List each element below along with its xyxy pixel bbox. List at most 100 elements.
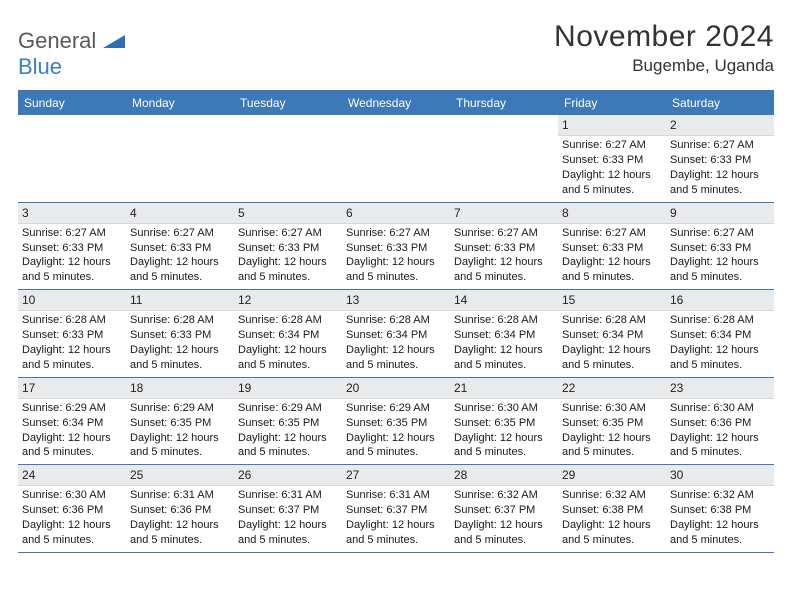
sunset-text: Sunset: 6:36 PM — [670, 416, 770, 431]
daylight-text: and 5 minutes. — [238, 533, 338, 548]
day-number: 8 — [558, 203, 666, 224]
day-body: Sunrise: 6:28 AMSunset: 6:33 PMDaylight:… — [126, 311, 234, 376]
day-number: 30 — [666, 465, 774, 486]
day-cell: 3Sunrise: 6:27 AMSunset: 6:33 PMDaylight… — [18, 203, 126, 290]
page-subtitle: Bugembe, Uganda — [554, 56, 774, 76]
sunrise-text: Sunrise: 6:28 AM — [562, 313, 662, 328]
day-body: Sunrise: 6:29 AMSunset: 6:35 PMDaylight:… — [234, 399, 342, 464]
day-cell: 8Sunrise: 6:27 AMSunset: 6:33 PMDaylight… — [558, 203, 666, 290]
sunset-text: Sunset: 6:33 PM — [238, 241, 338, 256]
daylight-text: and 5 minutes. — [562, 358, 662, 373]
day-cell: 5Sunrise: 6:27 AMSunset: 6:33 PMDaylight… — [234, 203, 342, 290]
daylight-text: and 5 minutes. — [346, 358, 446, 373]
day-number: 18 — [126, 378, 234, 399]
weekday-header: Sunday — [18, 92, 126, 115]
week-row: 17Sunrise: 6:29 AMSunset: 6:34 PMDayligh… — [18, 378, 774, 466]
day-cell: 7Sunrise: 6:27 AMSunset: 6:33 PMDaylight… — [450, 203, 558, 290]
daylight-text: Daylight: 12 hours — [562, 343, 662, 358]
day-body: Sunrise: 6:31 AMSunset: 6:36 PMDaylight:… — [126, 486, 234, 551]
day-body: Sunrise: 6:29 AMSunset: 6:35 PMDaylight:… — [342, 399, 450, 464]
sunrise-text: Sunrise: 6:27 AM — [454, 226, 554, 241]
daylight-text: Daylight: 12 hours — [454, 518, 554, 533]
sunset-text: Sunset: 6:36 PM — [130, 503, 230, 518]
day-body: Sunrise: 6:29 AMSunset: 6:35 PMDaylight:… — [126, 399, 234, 464]
daylight-text: and 5 minutes. — [22, 358, 122, 373]
day-cell: 6Sunrise: 6:27 AMSunset: 6:33 PMDaylight… — [342, 203, 450, 290]
sunset-text: Sunset: 6:33 PM — [562, 241, 662, 256]
daylight-text: Daylight: 12 hours — [130, 431, 230, 446]
daylight-text: Daylight: 12 hours — [562, 168, 662, 183]
sunset-text: Sunset: 6:34 PM — [238, 328, 338, 343]
day-body: Sunrise: 6:28 AMSunset: 6:33 PMDaylight:… — [18, 311, 126, 376]
sunrise-text: Sunrise: 6:32 AM — [562, 488, 662, 503]
daylight-text: and 5 minutes. — [670, 270, 770, 285]
day-number: 1 — [558, 115, 666, 136]
day-cell: 13Sunrise: 6:28 AMSunset: 6:34 PMDayligh… — [342, 290, 450, 377]
sunset-text: Sunset: 6:33 PM — [22, 328, 122, 343]
day-number: 14 — [450, 290, 558, 311]
sunrise-text: Sunrise: 6:27 AM — [670, 226, 770, 241]
daylight-text: and 5 minutes. — [22, 445, 122, 460]
page-title: November 2024 — [554, 20, 774, 54]
weekday-header: Wednesday — [342, 92, 450, 115]
day-body: Sunrise: 6:31 AMSunset: 6:37 PMDaylight:… — [342, 486, 450, 551]
sunrise-text: Sunrise: 6:31 AM — [130, 488, 230, 503]
sunset-text: Sunset: 6:38 PM — [670, 503, 770, 518]
day-cell: 19Sunrise: 6:29 AMSunset: 6:35 PMDayligh… — [234, 378, 342, 465]
daylight-text: Daylight: 12 hours — [22, 343, 122, 358]
day-number — [234, 115, 342, 135]
sunset-text: Sunset: 6:35 PM — [454, 416, 554, 431]
sunset-text: Sunset: 6:35 PM — [562, 416, 662, 431]
day-number: 24 — [18, 465, 126, 486]
daylight-text: Daylight: 12 hours — [454, 431, 554, 446]
day-number: 19 — [234, 378, 342, 399]
sunrise-text: Sunrise: 6:27 AM — [130, 226, 230, 241]
daylight-text: Daylight: 12 hours — [454, 343, 554, 358]
day-number — [342, 115, 450, 135]
day-number: 23 — [666, 378, 774, 399]
day-body: Sunrise: 6:27 AMSunset: 6:33 PMDaylight:… — [342, 224, 450, 289]
sunset-text: Sunset: 6:34 PM — [670, 328, 770, 343]
day-cell: 10Sunrise: 6:28 AMSunset: 6:33 PMDayligh… — [18, 290, 126, 377]
day-number: 28 — [450, 465, 558, 486]
day-cell: 25Sunrise: 6:31 AMSunset: 6:36 PMDayligh… — [126, 465, 234, 552]
sunset-text: Sunset: 6:35 PM — [238, 416, 338, 431]
sunrise-text: Sunrise: 6:32 AM — [670, 488, 770, 503]
day-cell: 24Sunrise: 6:30 AMSunset: 6:36 PMDayligh… — [18, 465, 126, 552]
sunset-text: Sunset: 6:35 PM — [130, 416, 230, 431]
sunrise-text: Sunrise: 6:30 AM — [670, 401, 770, 416]
logo-triangle-icon — [103, 32, 125, 53]
weekday-header: Tuesday — [234, 92, 342, 115]
day-cell: 26Sunrise: 6:31 AMSunset: 6:37 PMDayligh… — [234, 465, 342, 552]
daylight-text: Daylight: 12 hours — [238, 518, 338, 533]
calendar: SundayMondayTuesdayWednesdayThursdayFrid… — [18, 90, 774, 553]
daylight-text: Daylight: 12 hours — [22, 518, 122, 533]
sunrise-text: Sunrise: 6:31 AM — [238, 488, 338, 503]
daylight-text: and 5 minutes. — [346, 445, 446, 460]
day-cell: 16Sunrise: 6:28 AMSunset: 6:34 PMDayligh… — [666, 290, 774, 377]
sunset-text: Sunset: 6:33 PM — [670, 153, 770, 168]
daylight-text: and 5 minutes. — [130, 445, 230, 460]
daylight-text: Daylight: 12 hours — [346, 518, 446, 533]
day-number: 13 — [342, 290, 450, 311]
day-number: 17 — [18, 378, 126, 399]
day-cell: 1Sunrise: 6:27 AMSunset: 6:33 PMDaylight… — [558, 115, 666, 202]
day-number: 6 — [342, 203, 450, 224]
day-body: Sunrise: 6:30 AMSunset: 6:36 PMDaylight:… — [666, 399, 774, 464]
title-block: November 2024 Bugembe, Uganda — [554, 20, 774, 76]
daylight-text: and 5 minutes. — [670, 533, 770, 548]
daylight-text: Daylight: 12 hours — [130, 343, 230, 358]
daylight-text: and 5 minutes. — [22, 533, 122, 548]
sunrise-text: Sunrise: 6:32 AM — [454, 488, 554, 503]
weekday-header-row: SundayMondayTuesdayWednesdayThursdayFrid… — [18, 92, 774, 115]
sunrise-text: Sunrise: 6:28 AM — [238, 313, 338, 328]
day-body: Sunrise: 6:32 AMSunset: 6:37 PMDaylight:… — [450, 486, 558, 551]
daylight-text: Daylight: 12 hours — [670, 168, 770, 183]
day-cell: 15Sunrise: 6:28 AMSunset: 6:34 PMDayligh… — [558, 290, 666, 377]
daylight-text: Daylight: 12 hours — [562, 431, 662, 446]
day-number: 15 — [558, 290, 666, 311]
day-number: 16 — [666, 290, 774, 311]
sunset-text: Sunset: 6:36 PM — [22, 503, 122, 518]
sunrise-text: Sunrise: 6:28 AM — [130, 313, 230, 328]
sunrise-text: Sunrise: 6:28 AM — [22, 313, 122, 328]
